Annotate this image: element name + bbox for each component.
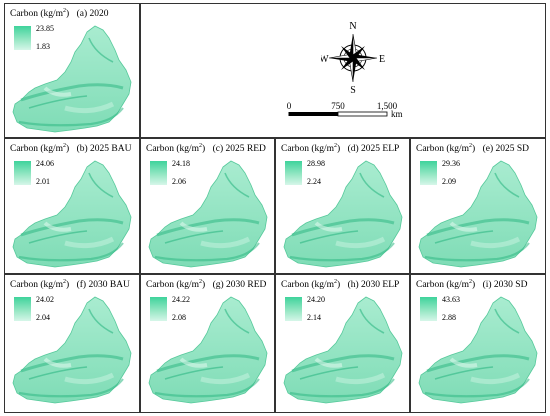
legend-min: 2.09 xyxy=(442,177,456,186)
color-ramp xyxy=(285,297,302,321)
legend-max: 23.85 xyxy=(36,24,54,33)
legend-min: 2.14 xyxy=(307,313,321,322)
legend-min: 2.88 xyxy=(442,313,456,322)
map-region xyxy=(418,160,538,268)
legend-title: Carbon (kg/m2) (f) 2030 BAU xyxy=(10,279,130,291)
panel-label: (e) 2025 SD xyxy=(482,144,530,155)
legend-min: 1.83 xyxy=(36,42,50,51)
legend-min: 2.01 xyxy=(36,177,50,186)
scale-bar: 0 750 1,500 km xyxy=(287,101,403,119)
panel-d: Carbon (kg/m2) (d) 2025 ELP 28.98 2.24 xyxy=(275,138,410,274)
legend-panel: N S W E 0 750 1,500 km xyxy=(140,3,546,138)
legend-max: 24.22 xyxy=(172,295,190,304)
panel-label: (h) 2030 ELP xyxy=(347,280,400,291)
legend-max: 24.20 xyxy=(307,295,325,304)
figure: Carbon (kg/m2) (a) 2020 23.85 1.83 N xyxy=(4,3,546,413)
panel-label: (c) 2025 RED xyxy=(212,144,266,155)
legend-max: 29.36 xyxy=(442,159,460,168)
map-region xyxy=(283,160,403,268)
panel-g: Carbon (kg/m2) (g) 2030 RED 24.22 2.08 xyxy=(140,274,275,413)
legend-min: 2.06 xyxy=(172,177,186,186)
color-ramp xyxy=(14,161,31,185)
map-region xyxy=(12,296,132,404)
compass-e: E xyxy=(379,54,385,65)
legend-min: 2.08 xyxy=(172,313,186,322)
legend-max: 28.98 xyxy=(307,159,325,168)
panel-label: (f) 2030 BAU xyxy=(76,280,130,291)
scale-tick-750: 750 xyxy=(331,101,345,111)
panel-h: Carbon (kg/m2) (h) 2030 ELP 24.20 2.14 xyxy=(275,274,410,413)
color-ramp xyxy=(150,161,167,185)
map-region xyxy=(148,296,268,404)
color-ramp xyxy=(14,26,31,50)
legend-title: Carbon (kg/m2) (h) 2030 ELP xyxy=(281,279,400,291)
compass-n: N xyxy=(349,21,356,32)
legend-max: 24.18 xyxy=(172,159,190,168)
panel-b: Carbon (kg/m2) (b) 2025 BAU 24.06 2.01 xyxy=(4,138,140,274)
panel-e: Carbon (kg/m2) (e) 2025 SD 29.36 2.09 xyxy=(410,138,546,274)
compass-s: S xyxy=(350,85,356,94)
panel-c: Carbon (kg/m2) (c) 2025 RED 24.18 2.06 xyxy=(140,138,275,274)
map-region xyxy=(12,160,132,268)
legend-title: Carbon (kg/m2) (d) 2025 ELP xyxy=(281,143,400,155)
panel-i: Carbon (kg/m2) (i) 2030 SD 43.63 2.88 xyxy=(410,274,546,413)
legend-title: Carbon (kg/m2) (g) 2030 RED xyxy=(146,279,267,291)
map-region xyxy=(283,296,403,404)
scale-unit: km xyxy=(391,109,403,119)
color-ramp xyxy=(285,161,302,185)
panel-label: (d) 2025 ELP xyxy=(347,144,400,155)
color-ramp xyxy=(14,297,31,321)
panel-a: Carbon (kg/m2) (a) 2020 23.85 1.83 xyxy=(4,3,140,138)
legend-title: Carbon (kg/m2) (b) 2025 BAU xyxy=(10,143,132,155)
legend-title: Carbon (kg/m2) (c) 2025 RED xyxy=(146,143,266,155)
map-region xyxy=(148,160,268,268)
legend-max: 24.02 xyxy=(36,295,54,304)
panel-label: (a) 2020 xyxy=(76,9,109,20)
panel-f: Carbon (kg/m2) (f) 2030 BAU 24.02 2.04 xyxy=(4,274,140,413)
panel-label: (i) 2030 SD xyxy=(482,280,528,291)
scale-tick-1500: 1,500 xyxy=(377,101,398,111)
legend-title: Carbon (kg/m2) (i) 2030 SD xyxy=(416,279,528,291)
scale-tick-0: 0 xyxy=(287,101,292,111)
compass-w: W xyxy=(321,54,329,65)
legend-title: Carbon (kg/m2) (e) 2025 SD xyxy=(416,143,530,155)
legend-min: 2.04 xyxy=(36,313,50,322)
panel-label: (b) 2025 BAU xyxy=(76,144,132,155)
color-ramp xyxy=(150,297,167,321)
color-ramp xyxy=(420,297,437,321)
legend-max: 43.63 xyxy=(442,295,460,304)
legend-min: 2.24 xyxy=(307,177,321,186)
legend-title: Carbon (kg/m2) (a) 2020 xyxy=(10,8,109,20)
map-region xyxy=(12,25,132,133)
legend-max: 24.06 xyxy=(36,159,54,168)
color-ramp xyxy=(420,161,437,185)
panel-label: (g) 2030 RED xyxy=(212,280,267,291)
compass-rose: N S W E xyxy=(321,21,385,94)
map-region xyxy=(418,296,538,404)
